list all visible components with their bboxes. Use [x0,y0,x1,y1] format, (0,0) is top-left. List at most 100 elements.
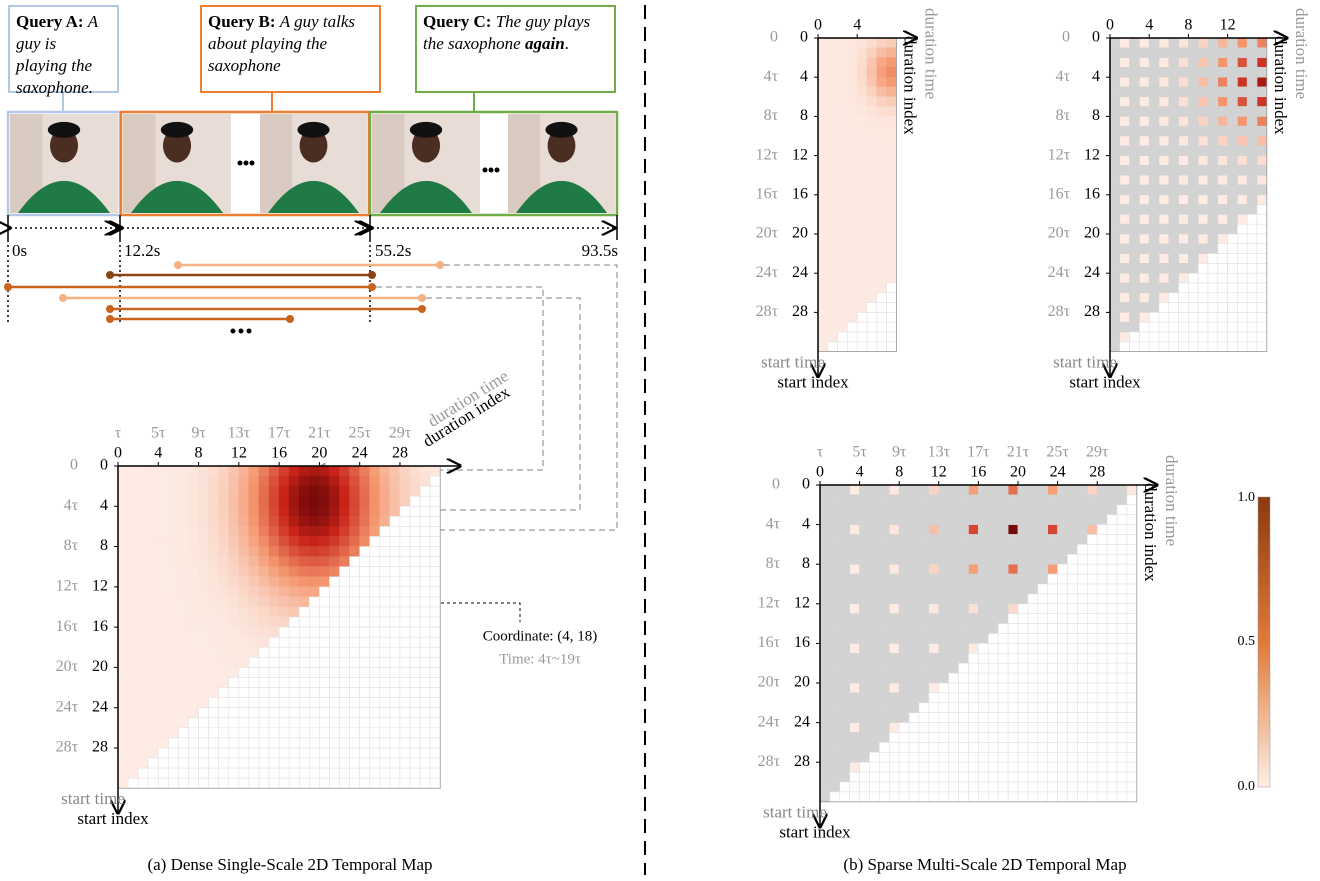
map-cell [1027,643,1039,654]
map-cell [1109,67,1121,78]
map-cell [978,781,989,793]
map-cell [958,682,969,694]
map-cell [1148,57,1160,68]
map-cell [419,717,431,729]
map-cell [1126,722,1138,733]
map-cell [997,751,1009,763]
map-cell [817,282,829,294]
map-cell [258,526,270,537]
map-cell [268,586,280,598]
map-cell [1129,253,1140,264]
map-cell [837,116,848,127]
map-cell [147,657,159,668]
map-cell [1116,682,1128,694]
map-cell [938,643,949,654]
map-cell [399,495,411,507]
map-cell [1139,263,1150,274]
map-cell [1237,292,1248,303]
map-cell [1037,791,1049,803]
map-cell [238,757,250,769]
map-cell [948,484,959,496]
map-cell [198,737,209,749]
map-cell [817,194,829,205]
y-index-tick: 16 [794,634,810,651]
map-cell [876,155,887,166]
map-cell [1087,514,1098,525]
map-cell [248,646,260,658]
map-cell [987,702,999,713]
map-cell [1207,125,1219,137]
map-cell [866,67,878,78]
map-cell [908,771,920,783]
y-time-tick: 28τ [56,739,79,756]
map-cell [1199,195,1207,204]
map-cell [1057,514,1068,525]
map-cell [886,135,897,147]
map-cell [168,667,179,678]
map-cell [888,692,900,704]
map-cell [1027,702,1039,713]
map-cell [188,677,199,688]
map-cell [1116,722,1128,733]
map-cell [178,566,189,578]
map-cell [208,536,220,547]
map-cell [827,292,838,303]
map-cell [879,494,890,506]
map-cell [958,643,969,654]
map-cell [1207,47,1219,58]
map-cell [248,727,260,739]
map-cell [1246,57,1258,68]
map-cell [1227,96,1238,107]
map-cell [1258,97,1266,106]
map-cell [869,712,880,723]
y-index-tick: 4 [1092,68,1100,85]
map-cell [1037,544,1049,555]
map-cell [886,214,897,225]
map-cell [178,596,189,608]
map-cell [1140,78,1149,86]
map-cell [948,712,959,723]
map-cell [1096,732,1108,743]
map-cell [847,106,858,117]
map-cell [137,616,149,628]
map-cell [928,544,940,555]
x-time-tick: 25τ [1046,444,1069,461]
map-cell [218,687,230,698]
map-cell [987,781,999,793]
map-cell [1129,233,1140,245]
map-cell [839,553,850,565]
map-cell [849,573,860,585]
map-cell [117,526,129,537]
map-cell [1158,223,1170,235]
map-cell [829,722,841,733]
map-cell [1217,204,1228,215]
x-index-tick: 0 [814,17,822,34]
map-cell [379,566,391,578]
map-cell [856,341,868,352]
map-cell [298,526,310,537]
map-cell [117,485,129,497]
map-cell [1106,514,1118,525]
map-cell [1027,781,1039,793]
map-cell [866,312,878,323]
map-cell [157,546,169,557]
map-cell [958,761,969,773]
map-cell [1037,643,1049,654]
map-cell [298,747,310,759]
map-cell [349,526,360,537]
map-cell [1126,603,1138,614]
map-cell [928,583,940,595]
map-cell [876,106,887,117]
map-cell [817,243,829,254]
map-cell [1017,652,1029,664]
map-cell [1077,504,1088,515]
map-cell [1129,223,1140,235]
map-cell [228,697,240,708]
map-cell [886,106,897,117]
map-cell [817,47,829,58]
map-cell [258,727,270,739]
map-cell [1168,233,1179,245]
map-cell [389,516,401,527]
map-cell [839,563,850,575]
map-cell [856,312,868,323]
